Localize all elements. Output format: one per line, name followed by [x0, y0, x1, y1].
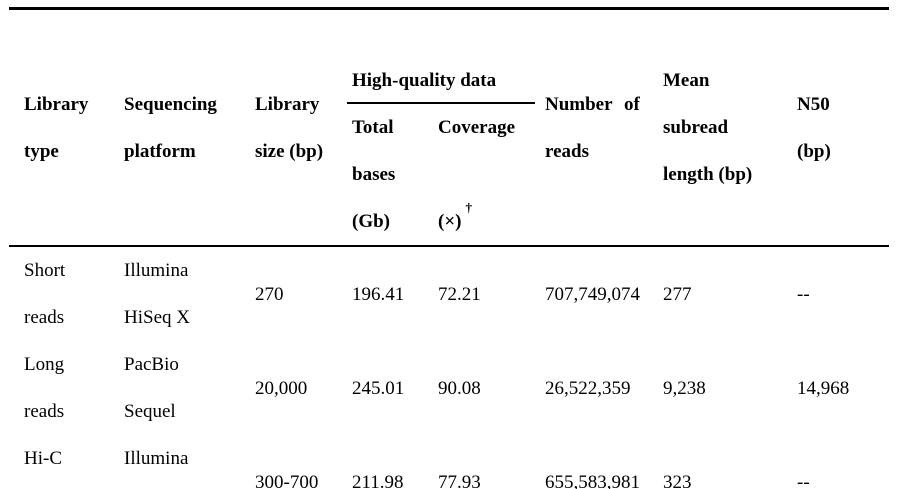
col-header-sequencing-platform: Sequencing platform: [124, 93, 217, 162]
col-header-n50: N50 (bp): [797, 93, 831, 162]
cell-sequencing-platform: Illumina HiSeq X: [124, 260, 190, 328]
coverage-label-line1: Coverage: [438, 117, 516, 138]
cell-number-of-reads: 707,749,074: [545, 283, 640, 305]
table-header: Library type Sequencing platform Library…: [9, 9, 889, 246]
table-row-short-reads: Short reads Illumina HiSeq X 270 196.41 …: [9, 246, 889, 341]
cell-number-of-reads: 655,583,981: [545, 471, 640, 489]
col-header-library-type: Library type: [24, 93, 89, 162]
col-header-coverage: Coverage (×)†: [423, 104, 530, 246]
header-subrow: Total bases (Gb) Coverage (×)†: [9, 104, 889, 246]
cell-mean-subread-length: 323: [663, 471, 692, 489]
cell-coverage: 77.93: [438, 471, 481, 489]
col-group-header-high-quality-data: High-quality data: [337, 9, 535, 105]
cell-n50: 14,968: [797, 377, 850, 399]
header-spanner-row: Library type Sequencing platform Library…: [9, 9, 889, 185]
cell-coverage: 90.08: [438, 377, 481, 399]
cell-library-size: 20,000: [255, 377, 308, 399]
cell-library-type: Long reads: [24, 354, 65, 422]
cell-n50: --: [797, 283, 810, 305]
cell-mean-subread-length: 277: [663, 283, 692, 305]
table-body: Short reads Illumina HiSeq X 270 196.41 …: [9, 246, 889, 489]
col-header-library-size: Library size (bp): [255, 93, 324, 162]
cell-number-of-reads: 26,522,359: [545, 377, 631, 399]
cell-sequencing-platform: PacBio Sequel: [124, 354, 179, 422]
col-header-mean-subread-length: Mean subread length (bp): [663, 70, 753, 185]
cell-total-bases: 196.41: [352, 283, 405, 305]
cell-mean-subread-length: 9,238: [663, 377, 706, 399]
cell-total-bases: 245.01: [352, 377, 405, 399]
cell-library-type: Short reads: [24, 260, 66, 328]
table-row-hic-library: Hi-C library Illumina HiSeq X 300-700 21…: [9, 435, 889, 489]
col-header-total-bases: Total bases (Gb): [352, 117, 396, 232]
dagger-footnote-marker: †: [465, 199, 472, 215]
sequencing-statistics-table: Library type Sequencing platform Library…: [9, 7, 889, 489]
cell-library-size: 270: [255, 283, 284, 305]
high-quality-data-label: High-quality data: [352, 70, 497, 91]
cell-n50: --: [797, 471, 810, 489]
coverage-label-line2: (×): [438, 211, 462, 232]
col-header-number-of-reads: Number of reads: [545, 93, 640, 162]
cell-library-size: 300-700: [255, 471, 319, 489]
cell-library-type: Hi-C library: [24, 448, 62, 469]
cell-total-bases: 211.98: [352, 471, 404, 489]
cell-coverage: 72.21: [438, 283, 481, 305]
cell-sequencing-platform: Illumina HiSeq X: [124, 448, 189, 469]
table-row-long-reads: Long reads PacBio Sequel 20,000 245.01 9…: [9, 341, 889, 435]
